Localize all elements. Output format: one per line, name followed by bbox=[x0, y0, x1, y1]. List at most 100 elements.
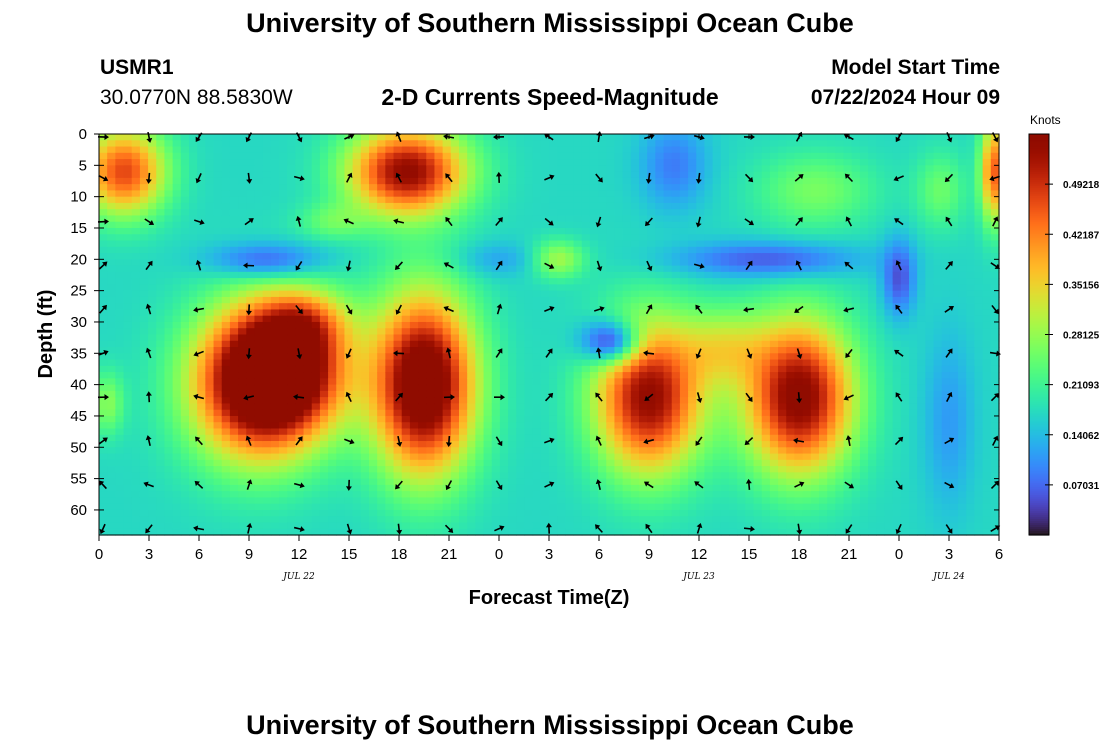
heatmap-cell bbox=[540, 422, 550, 430]
heatmap-cell bbox=[557, 347, 566, 354]
heatmap-cell bbox=[508, 171, 517, 179]
heatmap-cell bbox=[180, 378, 190, 386]
heatmap-cell bbox=[99, 447, 108, 455]
heatmap-cell bbox=[393, 415, 403, 423]
heatmap-cell bbox=[688, 397, 697, 405]
heatmap-cell bbox=[246, 253, 256, 260]
heatmap-cell bbox=[639, 184, 648, 191]
heatmap-cell bbox=[189, 365, 198, 373]
heatmap-cell bbox=[630, 253, 640, 260]
heatmap-cell bbox=[172, 378, 182, 386]
heatmap-cell bbox=[459, 278, 468, 285]
heatmap-cell bbox=[254, 353, 264, 361]
heatmap-cell bbox=[99, 152, 108, 160]
heatmap-cell bbox=[287, 165, 296, 173]
heatmap-cell bbox=[401, 434, 411, 442]
heatmap-cell bbox=[213, 503, 223, 511]
heatmap-cell bbox=[581, 491, 591, 499]
heatmap-cell bbox=[172, 315, 182, 323]
heatmap-cell bbox=[393, 403, 403, 411]
heatmap-cell bbox=[524, 384, 534, 392]
heatmap-cell bbox=[205, 171, 215, 179]
heatmap-cell bbox=[581, 165, 591, 173]
heatmap-cell bbox=[557, 428, 566, 436]
heatmap-cell bbox=[688, 509, 697, 517]
heatmap-cell bbox=[639, 165, 648, 173]
heatmap-cell bbox=[99, 146, 108, 154]
heatmap-cell bbox=[696, 303, 706, 311]
heatmap-cell bbox=[712, 503, 722, 511]
heatmap-cell bbox=[483, 522, 493, 530]
heatmap-cell bbox=[107, 146, 116, 154]
heatmap-cell bbox=[409, 184, 419, 191]
heatmap-cell bbox=[148, 190, 157, 198]
heatmap-cell bbox=[131, 347, 141, 354]
heatmap-cell bbox=[598, 415, 607, 423]
heatmap-cell bbox=[287, 309, 296, 317]
heatmap-cell bbox=[491, 497, 501, 505]
heatmap-cell bbox=[418, 516, 427, 524]
heatmap-cell bbox=[328, 215, 337, 223]
heatmap-cell bbox=[303, 516, 313, 524]
heatmap-cell bbox=[246, 466, 256, 473]
heatmap-cell bbox=[720, 134, 730, 141]
heatmap-cell bbox=[630, 478, 640, 486]
heatmap-cell bbox=[459, 466, 468, 473]
heatmap-cell bbox=[565, 259, 575, 267]
heatmap-cell bbox=[434, 478, 444, 486]
heatmap-cell bbox=[311, 140, 321, 148]
heatmap-cell bbox=[483, 140, 493, 148]
heatmap-cell bbox=[549, 303, 558, 311]
heatmap-cell bbox=[229, 447, 239, 455]
heatmap-cell bbox=[491, 415, 501, 423]
heatmap-cell bbox=[573, 378, 583, 386]
heatmap-cell bbox=[238, 503, 247, 511]
heatmap-cell bbox=[156, 234, 166, 242]
heatmap-cell bbox=[205, 403, 215, 411]
heatmap-cell bbox=[712, 422, 722, 430]
heatmap-cell bbox=[401, 353, 411, 361]
heatmap-cell bbox=[319, 202, 329, 210]
heatmap-cell bbox=[213, 403, 223, 411]
heatmap-cell bbox=[180, 328, 190, 336]
heatmap-cell bbox=[328, 234, 337, 242]
heatmap-cell bbox=[671, 397, 681, 405]
heatmap-cell bbox=[295, 422, 305, 430]
heatmap-cell bbox=[385, 290, 395, 298]
heatmap-cell bbox=[573, 146, 583, 154]
heatmap-cell bbox=[148, 271, 157, 279]
heatmap-cell bbox=[540, 221, 550, 229]
heatmap-cell bbox=[524, 340, 534, 348]
heatmap-cell bbox=[532, 303, 542, 311]
heatmap-cell bbox=[434, 528, 444, 536]
heatmap-cell bbox=[409, 403, 419, 411]
heatmap-cell bbox=[369, 441, 378, 448]
heatmap-cell bbox=[565, 215, 575, 223]
heatmap-cell bbox=[262, 215, 272, 223]
heatmap-cell bbox=[549, 184, 558, 191]
heatmap-cell bbox=[483, 415, 493, 423]
heatmap-cell bbox=[434, 503, 444, 511]
heatmap-cell bbox=[467, 466, 476, 473]
heatmap-cell bbox=[401, 466, 411, 473]
heatmap-cell bbox=[549, 378, 558, 386]
heatmap-cell bbox=[639, 152, 648, 160]
heatmap-cell bbox=[385, 146, 395, 154]
heatmap-cell bbox=[524, 221, 534, 229]
heatmap-cell bbox=[483, 303, 493, 311]
heatmap-cell bbox=[598, 134, 607, 141]
heatmap-cell bbox=[426, 378, 436, 386]
heatmap-cell bbox=[270, 328, 280, 336]
heatmap-cell bbox=[164, 290, 174, 298]
heatmap-cell bbox=[213, 328, 223, 336]
heatmap-cell bbox=[393, 365, 403, 373]
heatmap-cell bbox=[622, 522, 632, 530]
heatmap-cell bbox=[614, 472, 624, 480]
heatmap-cell bbox=[688, 359, 697, 367]
heatmap-cell bbox=[442, 372, 452, 379]
heatmap-cell bbox=[270, 134, 280, 141]
heatmap-cell bbox=[459, 365, 468, 373]
heatmap-cell bbox=[663, 359, 673, 367]
heatmap-cell bbox=[614, 459, 624, 467]
heatmap-cell bbox=[565, 491, 575, 499]
